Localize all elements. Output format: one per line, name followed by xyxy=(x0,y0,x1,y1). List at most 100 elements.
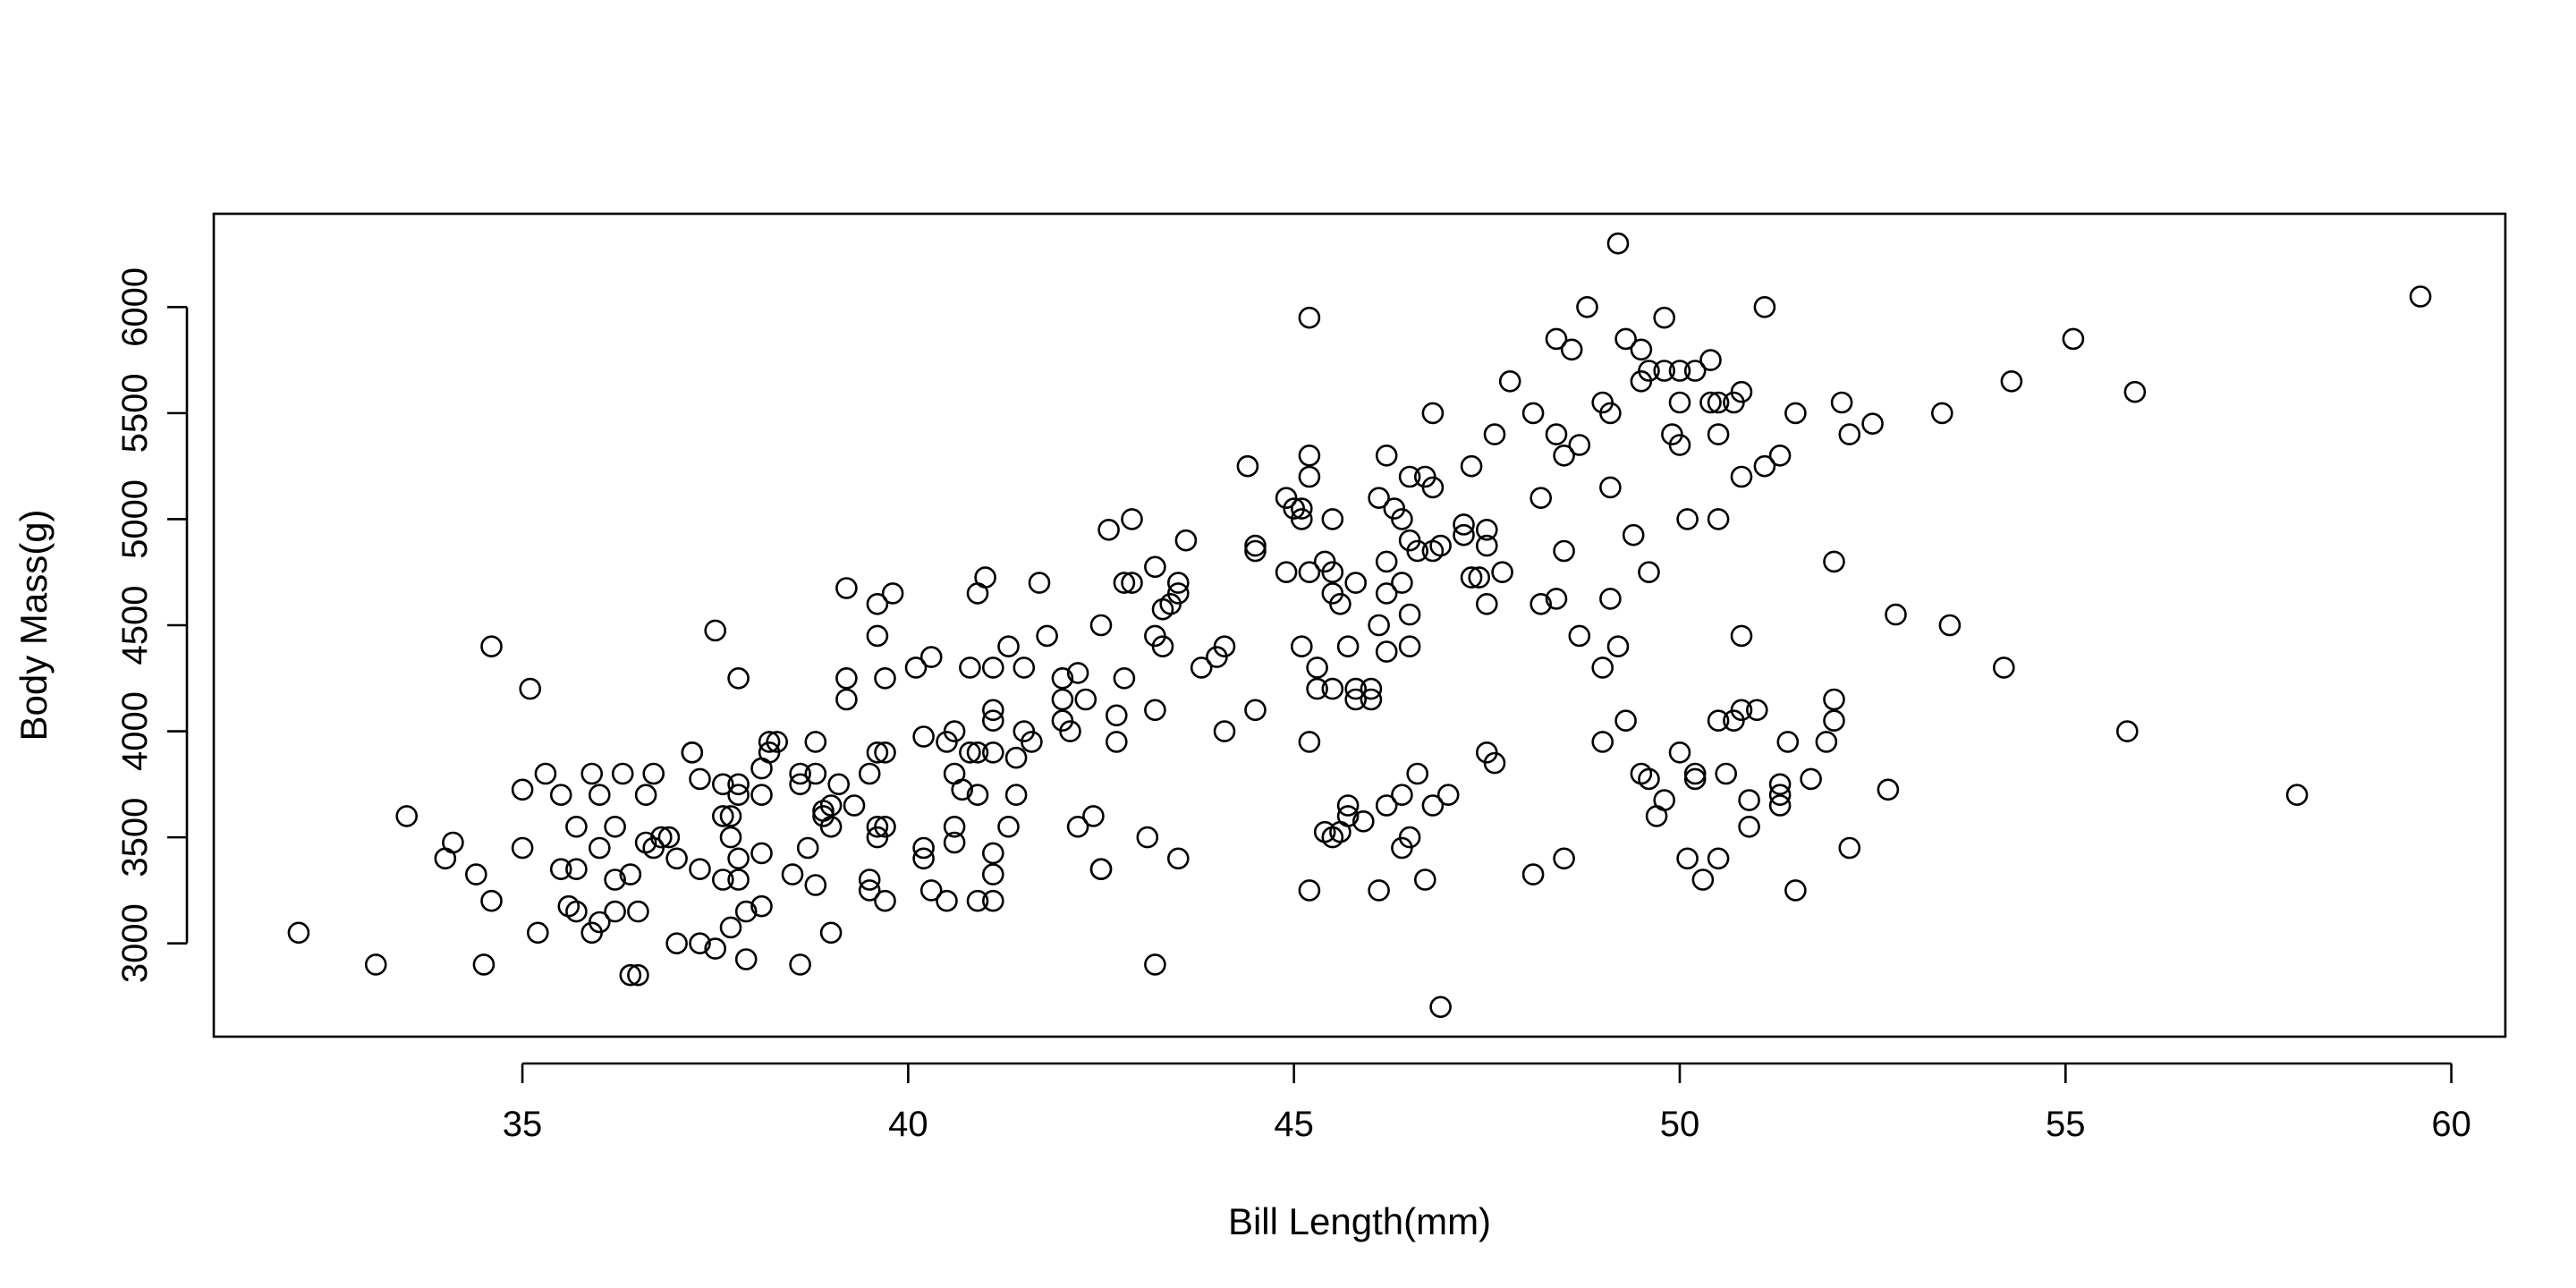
data-point-108 xyxy=(943,815,966,838)
data-point-36 xyxy=(642,762,665,785)
data-point-322 xyxy=(1823,709,1845,733)
data-point-164 xyxy=(1174,529,1198,552)
data-point-220 xyxy=(1398,635,1421,658)
data-point-24 xyxy=(588,784,611,807)
data-point-138 xyxy=(1059,720,1081,742)
data-point-210 xyxy=(1375,640,1398,663)
data-point-163 xyxy=(1167,847,1190,870)
data-point-314 xyxy=(1768,794,1792,817)
data-point-309 xyxy=(1746,699,1768,722)
data-point-326 xyxy=(1838,836,1861,860)
y-axis: 3000 3500 4000 4500 5000 5500 6000 xyxy=(115,267,189,983)
data-point-123 xyxy=(982,657,1004,679)
data-point-333 xyxy=(2000,369,2023,393)
data-point-281 xyxy=(1653,789,1675,811)
data-point-312 xyxy=(1768,444,1792,467)
data-point-194 xyxy=(1329,592,1352,615)
data-point-98 xyxy=(881,582,904,605)
data-point-332 xyxy=(1993,657,2015,679)
data-point-40 xyxy=(665,932,688,954)
data-point-330 xyxy=(1931,402,1953,425)
data-point-259 xyxy=(1568,624,1591,648)
data-point-245 xyxy=(1491,561,1513,584)
data-point-205 xyxy=(1368,487,1390,510)
data-point-94 xyxy=(874,741,896,764)
data-point-153 xyxy=(1136,826,1159,849)
data-point-338 xyxy=(2409,285,2432,308)
data-point-248 xyxy=(1521,402,1545,425)
data-point-324 xyxy=(1830,391,1853,414)
data-point-114 xyxy=(966,741,989,764)
data-point-140 xyxy=(1066,662,1089,684)
data-point-91 xyxy=(866,624,889,648)
data-point-80 xyxy=(819,921,843,945)
data-point-39 xyxy=(665,847,688,870)
data-point-315 xyxy=(1768,784,1792,807)
data-point-299 xyxy=(1707,709,1730,733)
data-point-214 xyxy=(1391,508,1413,530)
data-point-79 xyxy=(819,815,843,838)
data-point-26 xyxy=(604,815,626,838)
data-point-54 xyxy=(727,784,750,807)
data-point-23 xyxy=(588,836,611,860)
data-point-121 xyxy=(982,709,1004,733)
data-point-8 xyxy=(480,635,503,658)
data-point-249 xyxy=(1530,487,1552,510)
data-point-197 xyxy=(1336,794,1360,817)
data-point-231 xyxy=(1429,996,1452,1019)
data-point-267 xyxy=(1606,232,1630,255)
data-point-72 xyxy=(781,863,804,886)
data-point-11 xyxy=(519,677,542,700)
data-point-81 xyxy=(827,773,851,796)
data-point-334 xyxy=(2062,327,2085,351)
x-tick-label-40: 40 xyxy=(888,1105,928,1144)
plot-frame xyxy=(212,212,2507,1038)
data-point-84 xyxy=(835,688,858,711)
data-point-57 xyxy=(727,869,750,891)
data-point-128 xyxy=(1004,746,1028,769)
data-point-319 xyxy=(1800,767,1822,791)
data-point-90 xyxy=(866,815,889,838)
data-point-17 xyxy=(565,900,588,923)
data-point-289 xyxy=(1683,360,1707,382)
data-point-313 xyxy=(1768,773,1792,796)
data-point-270 xyxy=(1614,327,1637,351)
data-point-308 xyxy=(1738,815,1760,838)
data-point-28 xyxy=(611,762,634,785)
data-point-113 xyxy=(959,741,981,764)
data-point-145 xyxy=(1089,858,1113,881)
data-point-215 xyxy=(1391,572,1413,594)
data-point-294 xyxy=(1699,349,1722,371)
data-point-307 xyxy=(1738,789,1760,811)
data-point-169 xyxy=(1236,454,1259,478)
data-point-335 xyxy=(2116,720,2139,742)
data-point-230 xyxy=(1421,794,1445,817)
data-point-191 xyxy=(1321,508,1344,530)
x-tick-label-35: 35 xyxy=(503,1105,543,1144)
data-point-337 xyxy=(2285,784,2309,807)
data-point-247 xyxy=(1521,863,1545,886)
data-point-71 xyxy=(796,836,819,860)
data-point-38 xyxy=(657,826,681,849)
data-point-134 xyxy=(1036,624,1058,648)
x-axis-title: Bill Length(mm) xyxy=(1228,1200,1491,1242)
data-point-102 xyxy=(912,725,935,748)
data-point-132 xyxy=(1021,731,1043,753)
data-point-306 xyxy=(1730,699,1753,722)
data-point-269 xyxy=(1614,709,1637,733)
data-point-10 xyxy=(511,778,534,801)
data-point-228 xyxy=(1421,476,1445,499)
data-point-224 xyxy=(1406,762,1428,785)
x-tick-label-45: 45 xyxy=(1274,1105,1314,1144)
data-point-12 xyxy=(526,921,549,945)
data-point-203 xyxy=(1360,677,1383,700)
data-point-19 xyxy=(565,815,588,838)
data-point-300 xyxy=(1715,762,1737,785)
data-point-122 xyxy=(982,699,1004,722)
data-point-304 xyxy=(1730,465,1753,488)
data-point-129 xyxy=(1004,784,1028,807)
data-point-64 xyxy=(750,894,773,918)
data-point-174 xyxy=(1275,561,1298,584)
data-point-144 xyxy=(1089,614,1113,637)
